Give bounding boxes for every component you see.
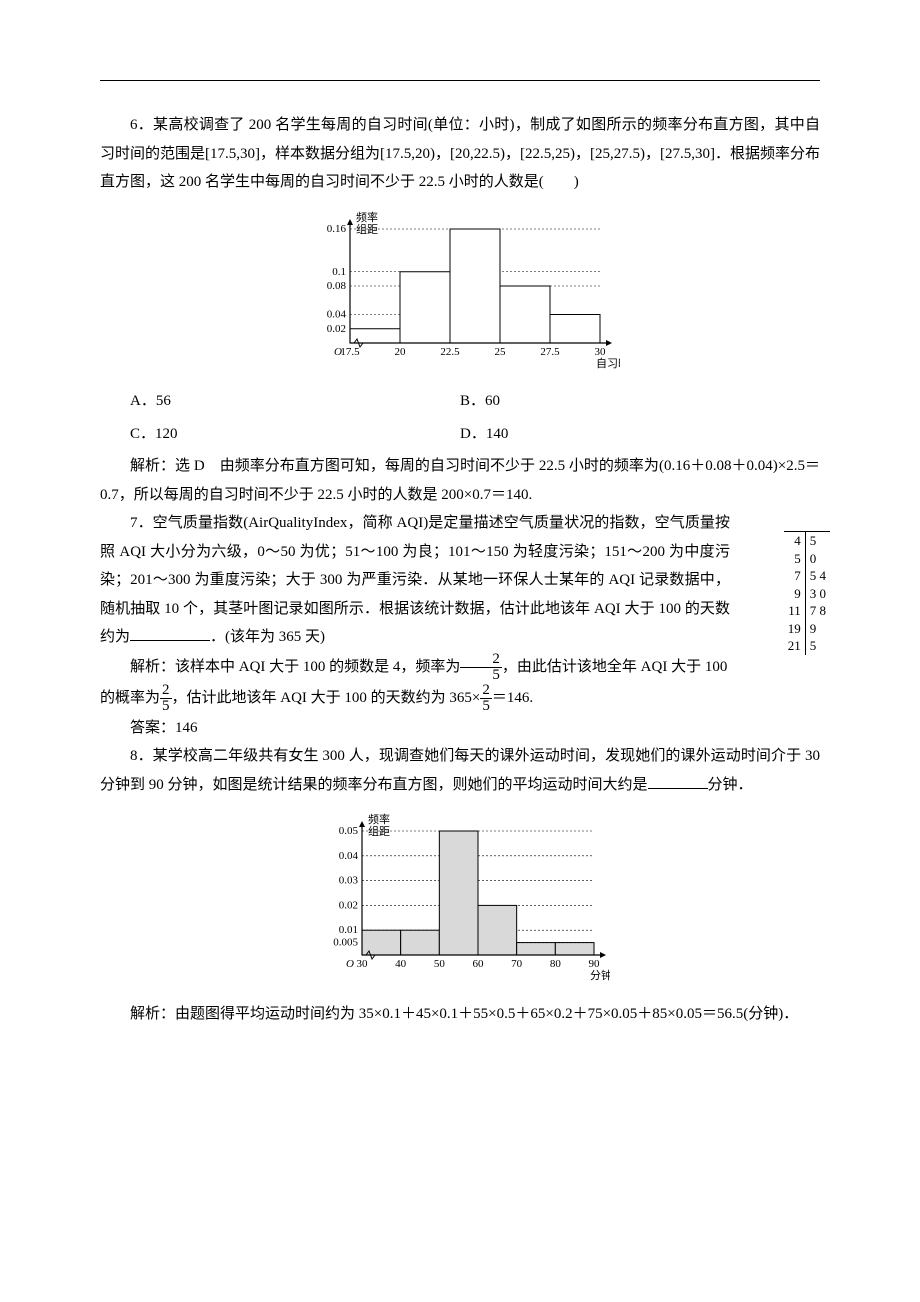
svg-text:0.1: 0.1: [332, 265, 346, 277]
q8-text-tail: 分钟．: [708, 777, 753, 793]
q6-histogram-svg: 0.02 0.04 0.08 0.1 0.16 17.5 20 22.5 25 27.5 30 O 频率…: [300, 203, 620, 373]
q7-a2b: ，估计此地该年 AQI 大于 100 的天数约为 365×: [172, 689, 481, 705]
page: 6．某高校调查了 200 名学生每周的自习时间(单位：小时)，制成了如图所示的频…: [0, 0, 920, 1302]
q7-block: 455075 493 0117 8199215 7．空气质量指数(AirQual…: [100, 509, 820, 652]
svg-text:80: 80: [550, 958, 562, 970]
q8-analysis: 解析：由题图得平均运动时间约为 35×0.1＋45×0.1＋55×0.5＋65×…: [100, 1000, 820, 1029]
q7-a2c: ＝146.: [492, 689, 533, 705]
q7-a2a: 的概率为: [100, 689, 160, 705]
svg-text:25: 25: [495, 346, 507, 358]
svg-text:组距: 组距: [368, 824, 390, 838]
svg-text:30: 30: [595, 346, 607, 358]
q7-analysis-2: 的概率为25，估计此地该年 AQI 大于 100 的天数约为 365×25＝14…: [100, 683, 820, 714]
svg-text:27.5: 27.5: [540, 346, 560, 358]
svg-text:60: 60: [473, 958, 485, 970]
q6-options-row2: C．120 D．140: [100, 420, 820, 449]
svg-text:17.5: 17.5: [340, 346, 360, 358]
svg-text:0.02: 0.02: [339, 899, 358, 911]
svg-text:频率: 频率: [356, 210, 378, 224]
q7-a1b: ，由此估计该地全年 AQI 大于 100: [502, 658, 727, 674]
q7-analysis-1: 解析：该样本中 AQI 大于 100 的频数是 4，频率为25，由此估计该地全年…: [100, 652, 820, 683]
svg-text:22.5: 22.5: [440, 346, 460, 358]
q6-option-a: A．56: [100, 387, 460, 416]
fraction-icon: 25: [460, 652, 502, 683]
q6-text: 6．某高校调查了 200 名学生每周的自习时间(单位：小时)，制成了如图所示的频…: [100, 111, 820, 197]
q8-blank: [648, 773, 708, 789]
q7-a1a: 解析：该样本中 AQI 大于 100 的频数是 4，频率为: [130, 658, 460, 674]
svg-text:0.05: 0.05: [339, 825, 359, 837]
q7-answer: 答案：146: [100, 714, 820, 743]
svg-text:0.04: 0.04: [327, 308, 347, 320]
svg-text:组距: 组距: [356, 222, 378, 236]
svg-text:自习时间/小时: 自习时间/小时: [596, 357, 620, 370]
svg-text:0.02: 0.02: [327, 322, 346, 334]
top-rule: [100, 80, 820, 81]
svg-text:20: 20: [395, 346, 407, 358]
q8-chart: 0.0050.01 0.02 0.03 0.04 0.05 30 40 50 60 70 80 90 O…: [100, 805, 820, 996]
svg-text:30: 30: [357, 958, 369, 970]
q8-text: 8．某学校高二年级共有女生 300 人，现调查她们每天的课外运动时间，发现她们的…: [100, 742, 820, 799]
q6-chart: 0.02 0.04 0.08 0.1 0.16 17.5 20 22.5 25 27.5 30 O 频率…: [100, 203, 820, 384]
q6-analysis: 解析：选 D 由频率分布直方图可知，每周的自习时间不少于 22.5 小时的频率为…: [100, 452, 820, 509]
fraction-icon: 25: [160, 683, 172, 714]
svg-text:70: 70: [511, 958, 523, 970]
q7-stem-leaf: 455075 493 0117 8199215: [784, 531, 830, 655]
svg-text:50: 50: [434, 958, 446, 970]
svg-text:0.16: 0.16: [327, 223, 347, 235]
svg-text:O: O: [346, 958, 354, 970]
svg-text:0.08: 0.08: [327, 280, 347, 292]
svg-text:0.005: 0.005: [333, 937, 358, 949]
svg-text:40: 40: [395, 958, 407, 970]
q6-options-row1: A．56 B．60: [100, 387, 820, 416]
svg-text:0.03: 0.03: [339, 875, 359, 887]
svg-text:分钟: 分钟: [590, 968, 610, 982]
svg-text:O: O: [334, 346, 342, 358]
svg-text:0.01: 0.01: [339, 924, 358, 936]
fraction-icon: 25: [480, 683, 492, 714]
q6-option-b: B．60: [460, 387, 820, 416]
q8-histogram-svg: 0.0050.01 0.02 0.03 0.04 0.05 30 40 50 60 70 80 90 O…: [310, 805, 610, 985]
svg-text:0.04: 0.04: [339, 850, 359, 862]
q6-option-d: D．140: [460, 420, 820, 449]
q6-option-c: C．120: [100, 420, 460, 449]
svg-text:90: 90: [589, 958, 601, 970]
q7-blank: [130, 625, 210, 641]
svg-text:频率: 频率: [368, 812, 390, 826]
q7-text: 7．空气质量指数(AirQualityIndex，简称 AQI)是定量描述空气质…: [100, 509, 820, 652]
q7-text-tail: ．(该年为 365 天): [210, 629, 325, 645]
